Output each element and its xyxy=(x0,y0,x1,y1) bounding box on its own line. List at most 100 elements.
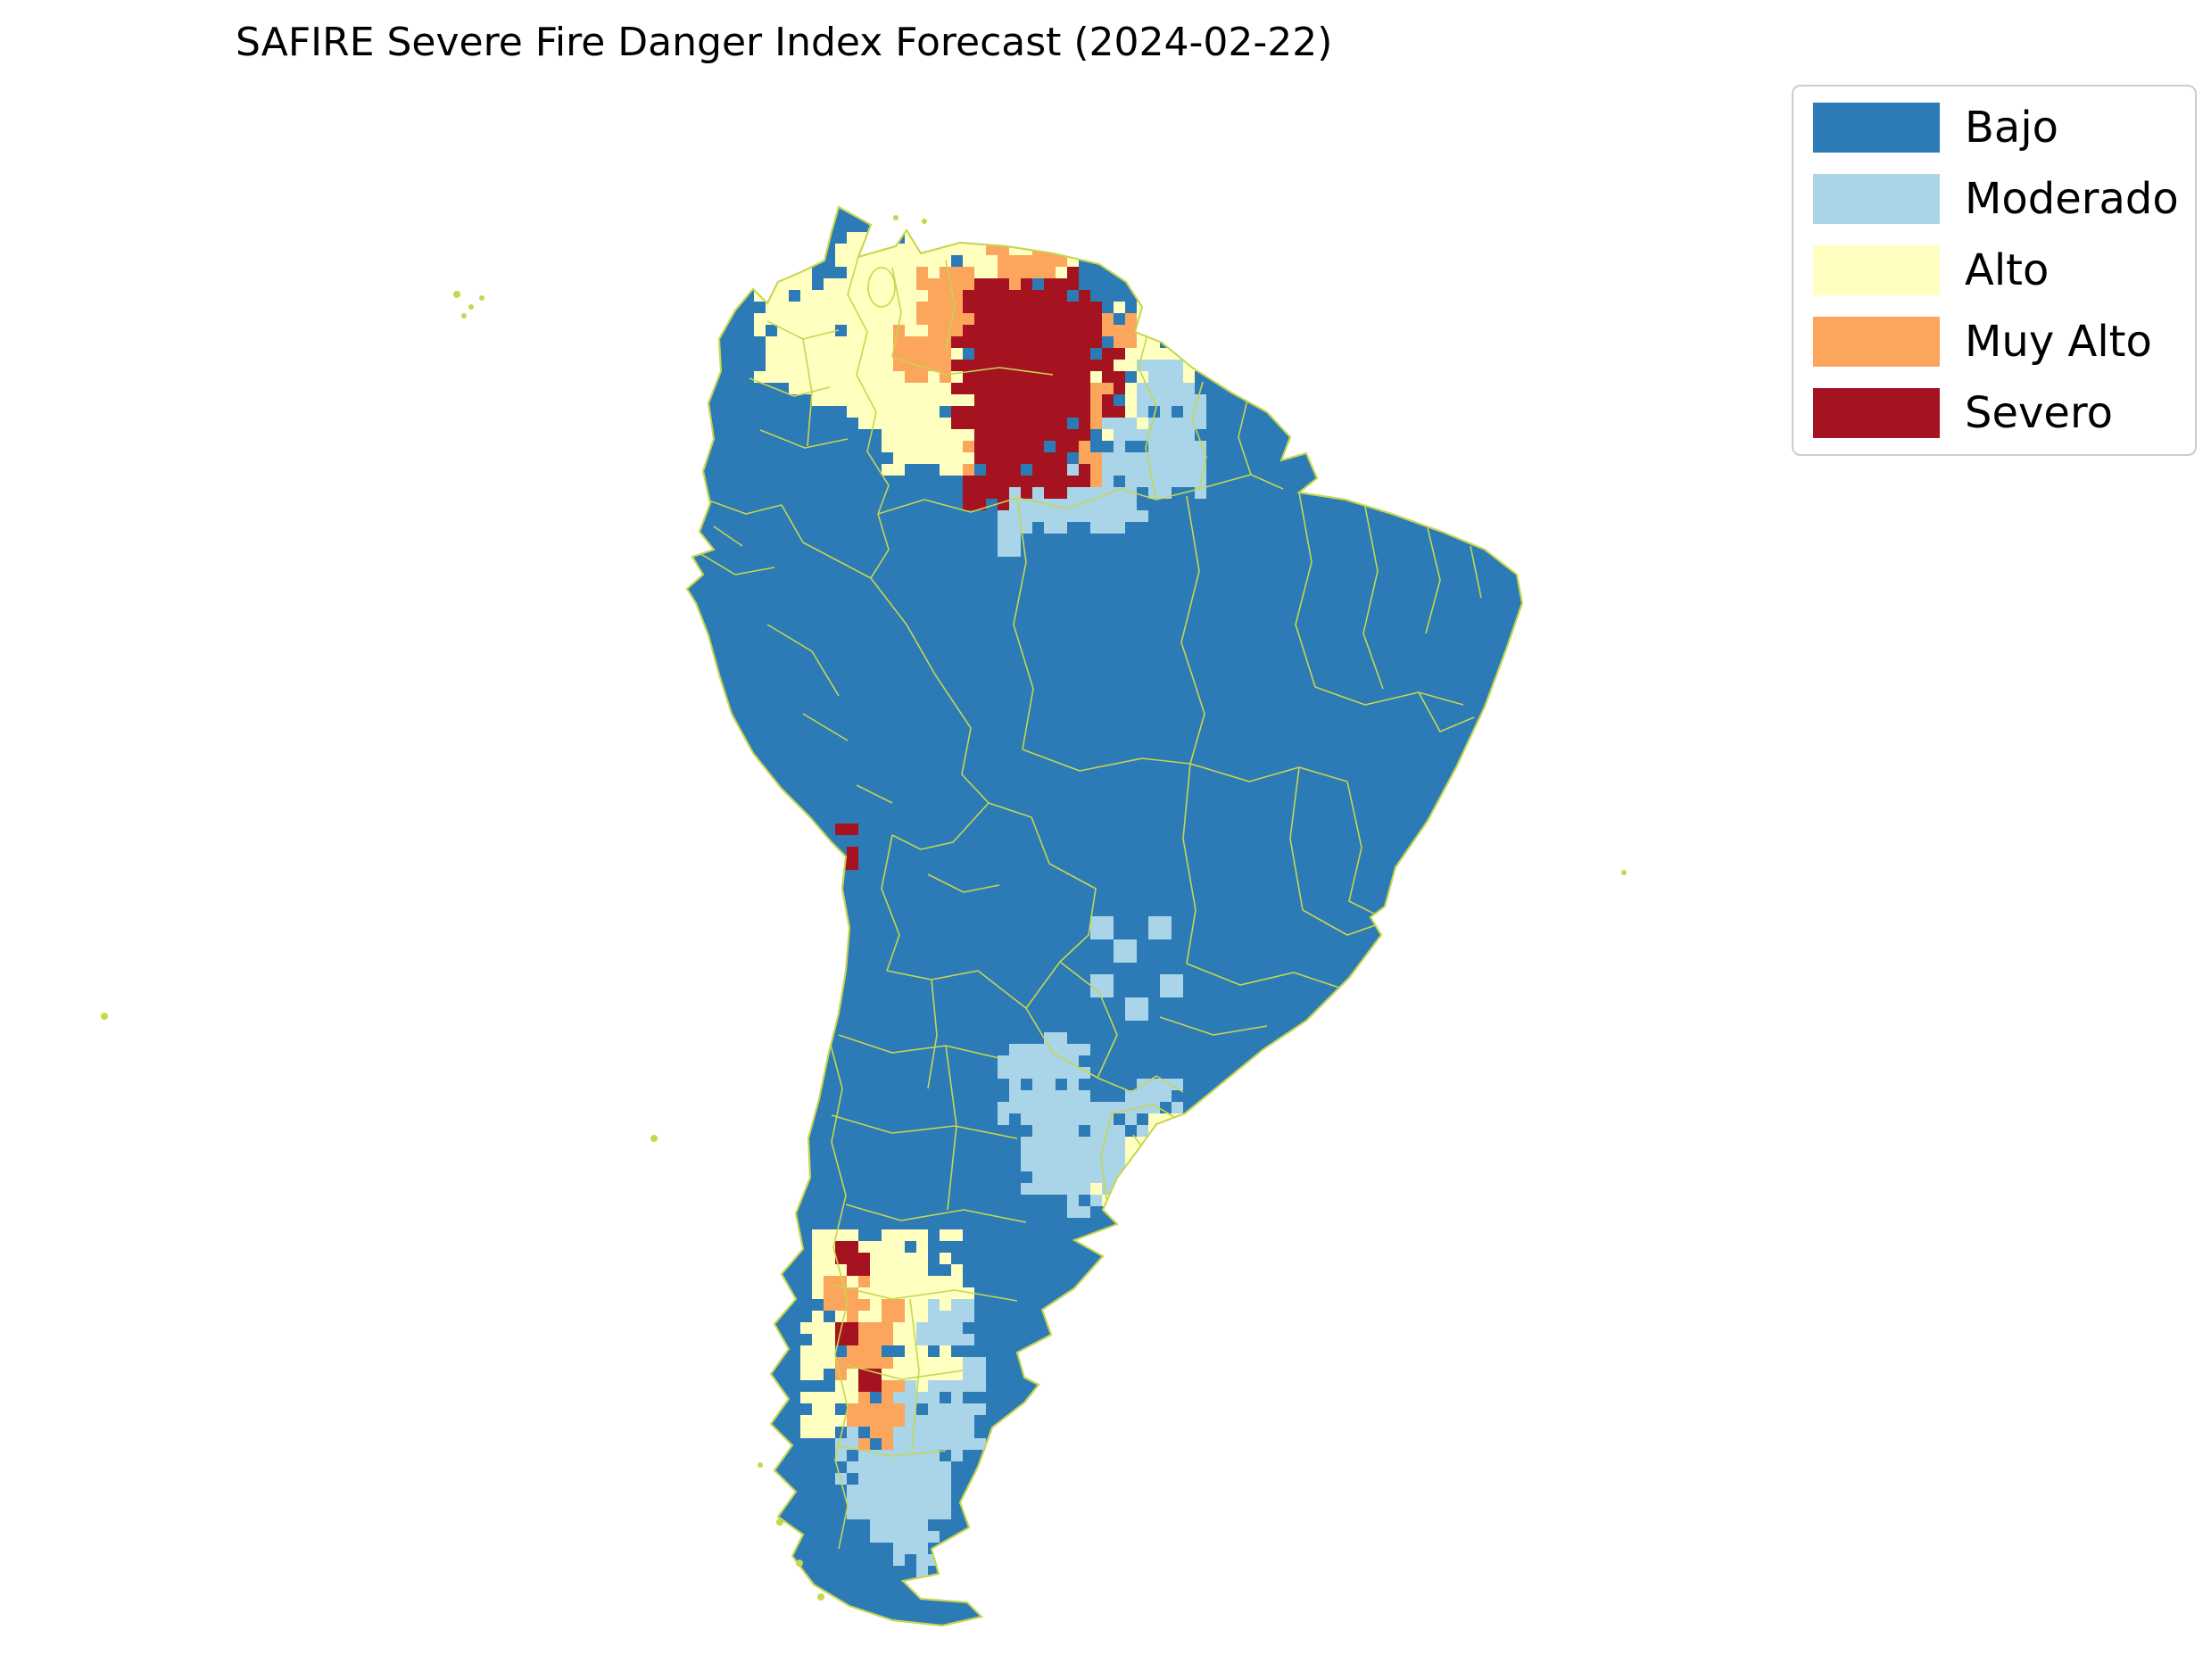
danger-cell-alto xyxy=(870,302,882,313)
danger-cell-severo xyxy=(1102,406,1114,418)
danger-cell-alto xyxy=(928,429,940,441)
danger-cell-moderado xyxy=(1160,394,1172,406)
danger-cell-moderado xyxy=(1079,1148,1090,1160)
danger-cell-moderado xyxy=(882,1485,893,1496)
danger-cell-muy_alto xyxy=(882,1438,893,1450)
danger-cell-moderado xyxy=(905,1461,916,1473)
danger-cell-severo xyxy=(986,336,998,348)
danger-cell-moderado xyxy=(1056,522,1067,534)
danger-cell-moderado xyxy=(1032,487,1044,499)
danger-cell-alto xyxy=(916,1299,928,1311)
danger-cell-alto xyxy=(812,325,824,336)
danger-cell-severo xyxy=(835,1241,847,1253)
danger-cell-alto xyxy=(858,406,870,418)
danger-cell-severo xyxy=(1044,406,1056,418)
danger-cell-moderado xyxy=(916,1438,928,1450)
danger-cell-alto xyxy=(1137,1171,1148,1183)
danger-cell-moderado xyxy=(1148,916,1160,928)
danger-cell-moderado xyxy=(1044,1137,1056,1148)
danger-cell-moderado xyxy=(1114,522,1125,534)
danger-cell-alto xyxy=(905,313,916,325)
danger-cell-moderado xyxy=(1114,418,1125,429)
border-line xyxy=(927,873,1000,893)
danger-cell-severo xyxy=(1079,406,1090,418)
danger-cell-moderado xyxy=(998,522,1009,534)
danger-cell-severo xyxy=(1032,302,1044,313)
danger-cell-severo xyxy=(998,452,1009,464)
danger-cell-alto xyxy=(800,1369,812,1380)
danger-cell-alto xyxy=(905,1357,916,1369)
danger-cell-moderado xyxy=(1160,1137,1172,1148)
danger-cell-muy_alto xyxy=(916,278,928,290)
danger-cell-alto xyxy=(870,1311,882,1322)
danger-cell-severo xyxy=(1114,406,1125,418)
danger-cell-muy_alto xyxy=(1032,255,1044,267)
danger-cell-alto xyxy=(928,1276,940,1287)
danger-cell-severo xyxy=(1032,313,1044,325)
danger-cell-severo xyxy=(1056,406,1067,418)
danger-cell-severo xyxy=(963,360,974,371)
danger-zones xyxy=(754,232,1206,1577)
danger-cell-moderado xyxy=(1125,1171,1137,1183)
danger-cell-muy_alto xyxy=(963,313,974,325)
danger-cell-moderado xyxy=(951,1380,963,1392)
danger-cell-moderado xyxy=(1172,1183,1183,1195)
danger-cell-moderado xyxy=(1056,1171,1067,1183)
border-line xyxy=(713,526,743,547)
danger-cell-moderado xyxy=(1125,499,1137,510)
danger-cell-moderado xyxy=(1102,510,1114,522)
danger-cell-muy_alto xyxy=(882,1403,893,1415)
danger-cell-severo xyxy=(1067,313,1079,325)
danger-cell-alto xyxy=(766,348,777,360)
danger-cell-severo xyxy=(1079,371,1090,383)
danger-cell-moderado xyxy=(858,1461,870,1473)
danger-cell-severo xyxy=(1090,302,1102,313)
danger-cell-severo xyxy=(1114,383,1125,394)
danger-cell-muy_alto xyxy=(882,1380,893,1392)
danger-cell-severo xyxy=(974,418,986,429)
danger-cell-moderado xyxy=(1183,1137,1195,1148)
danger-cell-alto xyxy=(951,394,963,406)
danger-cell-severo xyxy=(998,371,1009,383)
danger-cell-moderado xyxy=(1148,383,1160,394)
danger-cell-severo xyxy=(963,302,974,313)
danger-cell-severo xyxy=(1079,476,1090,487)
danger-cell-severo xyxy=(998,313,1009,325)
danger-cell-severo xyxy=(1056,441,1067,452)
danger-cell-alto xyxy=(882,302,893,313)
border-line xyxy=(834,1444,947,1457)
danger-cell-severo xyxy=(1067,336,1079,348)
danger-cell-moderado xyxy=(1044,1160,1056,1171)
danger-cell-moderado xyxy=(1125,1195,1137,1206)
danger-cell-alto xyxy=(916,1241,928,1253)
danger-cell-muy_alto xyxy=(835,1299,847,1311)
island-dot xyxy=(468,304,474,310)
danger-cell-moderado xyxy=(893,1543,905,1554)
danger-cell-moderado xyxy=(1160,429,1172,441)
danger-cell-moderado xyxy=(882,1496,893,1508)
danger-cell-alto xyxy=(916,232,928,244)
danger-cell-alto xyxy=(882,232,893,244)
danger-cell-severo xyxy=(998,383,1009,394)
danger-cell-moderado xyxy=(928,1334,940,1345)
danger-cell-moderado xyxy=(1067,1090,1079,1102)
danger-cell-muy_alto xyxy=(858,1403,870,1415)
danger-cell-alto xyxy=(882,1253,893,1264)
danger-cell-muy_alto xyxy=(882,1311,893,1322)
danger-cell-moderado xyxy=(1160,974,1172,986)
danger-cell-moderado xyxy=(893,1427,905,1438)
danger-cell-severo xyxy=(1044,348,1056,360)
danger-cell-severo xyxy=(1009,371,1021,383)
danger-cell-severo xyxy=(998,418,1009,429)
danger-cell-moderado xyxy=(1009,1090,1021,1102)
danger-cell-moderado xyxy=(1172,441,1183,452)
danger-cell-moderado xyxy=(1172,986,1183,997)
border-line xyxy=(856,784,893,804)
border-line xyxy=(945,1045,957,1211)
danger-cell-moderado xyxy=(1160,441,1172,452)
danger-cell-alto xyxy=(824,1253,835,1264)
danger-cell-severo xyxy=(1056,336,1067,348)
danger-cell-alto xyxy=(858,290,870,302)
danger-cell-moderado xyxy=(1044,1148,1056,1160)
danger-cell-moderado xyxy=(1032,1171,1044,1183)
